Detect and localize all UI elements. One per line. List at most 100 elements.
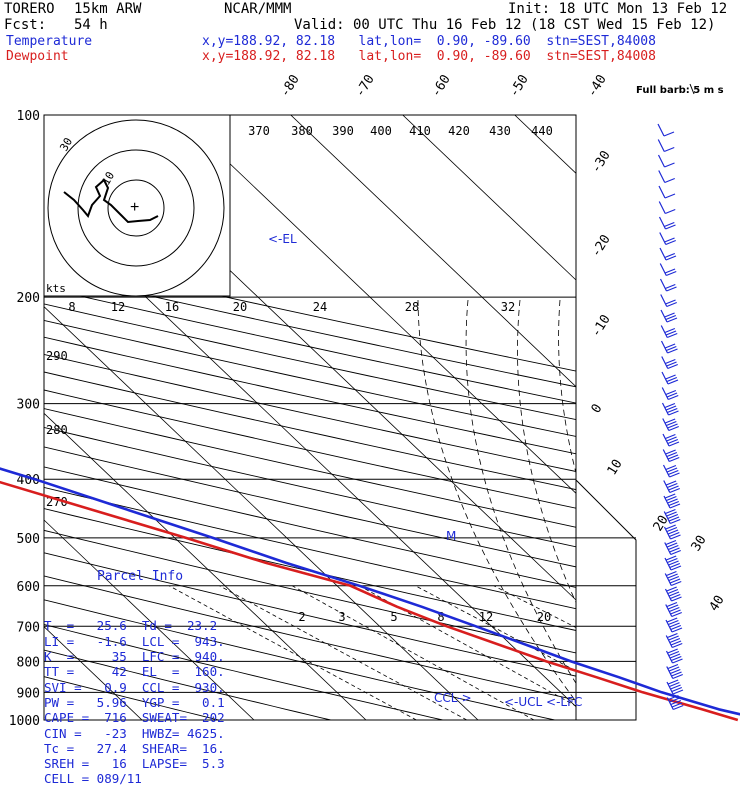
dry-adiabat-line [44,319,576,437]
wind-barb-flag [670,549,681,556]
wind-barb-flag [667,632,678,639]
wind-barb-flag [666,542,678,548]
isotherm-label: -80 [278,72,303,100]
wind-barb-flag [664,221,675,228]
wind-barb-flag [669,622,680,628]
full-barb-legend: Full barb: 5 m s [636,83,724,96]
wind-barb-flag [669,547,680,553]
wind-barb-flag [669,487,680,494]
valid-time: Valid: 00 UTC Thu 16 Feb 12 (18 CST Wed … [294,17,716,33]
wind-barb-flag [672,673,683,680]
wind-barb-flag [667,407,678,414]
wind-barb-flag [669,606,680,613]
wind-barb [658,201,676,215]
wind-barb [661,402,679,416]
temperature-line [0,467,740,716]
wind-barb-flag [667,438,679,445]
wind-barb-flag [666,601,678,608]
wind-barb-flag [671,627,683,633]
mixing-ratio-label: 12 [479,610,493,624]
wind-barb-flag [664,268,676,274]
wind-barb-flag [665,405,677,411]
wind-barb-flag [667,588,679,595]
wind-barb-flag [670,668,681,675]
wind-barbs [657,123,684,711]
wind-barb [660,340,678,354]
pressure-tick-label: 400 [17,473,40,488]
wind-barb-flag [668,485,679,491]
wind-barb-flag [672,658,683,664]
wind-barb-flag [667,604,679,610]
wind-barb-flag [666,467,678,473]
wind-barb-flag [666,361,677,367]
wind-barb-flag [664,312,675,318]
wind-barb-flag [670,609,681,615]
wind-barb-flag [668,575,680,582]
wind-barb-flag [671,596,682,602]
wind-barb-flag [668,425,679,432]
hodograph-speed-labels: 8 12 16 20 24 28 32 [68,300,515,314]
wind-barb-flag [666,570,677,577]
dewpoint-location: x,y=188.92, 82.18 lat,lon= 0.90, -89.60 … [202,49,656,64]
isotherm-label: -50 [507,72,532,100]
hodograph-speed-label: 8 [68,300,75,314]
isotherm-line [44,519,255,720]
hodograph-mark: + [130,199,139,216]
temperature-location: x,y=188.92, 82.18 lat,lon= 0.90, -89.60 … [202,34,656,49]
wind-barb-flag [667,573,678,579]
wind-barb-flag [670,699,682,706]
wind-barb-flag [671,611,682,618]
isotherm-label: -70 [353,72,378,100]
wind-barb [663,480,680,494]
mixing-ratio-line [493,585,576,628]
wind-barb-flag [668,394,679,401]
parcel-info-row: CELL = 089/11 [44,771,142,787]
wind-barb-flag [668,650,680,657]
hodograph-speed-label: 28 [405,300,419,314]
wind-barb-flag [667,332,678,339]
wind-barb-flag [669,637,681,644]
parcel-info-row: SVI = 0.9 CCL = 930. [44,679,225,695]
wind-barb [662,449,680,463]
theta-label: 440 [531,124,553,138]
mixing-ratio-label: 3 [338,610,345,624]
wind-barb [661,371,679,385]
wind-barb [665,617,683,633]
parcel-info-row: Tc = 27.4 SHEAR= 16. [44,740,225,756]
wind-barb [663,508,681,525]
isotherm-line [514,115,576,174]
wind-barb-flag [671,655,682,662]
wind-barb-flag [669,503,681,509]
isotherm-label: -30 [589,148,614,176]
wind-barb [658,170,675,184]
isotherm-line [402,115,576,281]
dry-adiabat-line [44,353,576,472]
wind-barb-staff [657,154,666,168]
wind-barb-staff [657,123,665,137]
wind-barb-flag [666,317,678,323]
wind-barb-flag [668,560,679,566]
parcel-info-row: T = 25.6 Td = 23.2 [44,618,218,634]
wind-barb [665,601,682,618]
dry-adiabat-line [44,575,576,701]
wind-barb [666,694,684,711]
dry-adiabat-line [44,676,221,720]
dry-adiabat-line [44,271,576,388]
wind-barb-flag [670,565,682,571]
wind-barb-flag [667,363,678,370]
hodograph-speed-label: 16 [165,300,179,314]
skewt-chart: + 10 30 kts 8 12 16 20 24 28 32 10020030040050… [0,72,740,729]
wind-barb-staff [659,232,667,245]
wind-barb-flag [665,464,677,471]
wind-barb [658,216,676,230]
sounding-annotation: M [446,529,456,543]
wind-barb-flag [665,508,676,515]
wind-barb-flag [668,619,679,626]
wind-barb [657,139,675,153]
wind-barb [657,154,675,168]
wind-barb [666,663,683,680]
wind-barb-flag [664,237,675,243]
wind-barb-flag [668,469,679,476]
wind-barb-flag [665,283,676,290]
wind-barb [659,247,677,261]
